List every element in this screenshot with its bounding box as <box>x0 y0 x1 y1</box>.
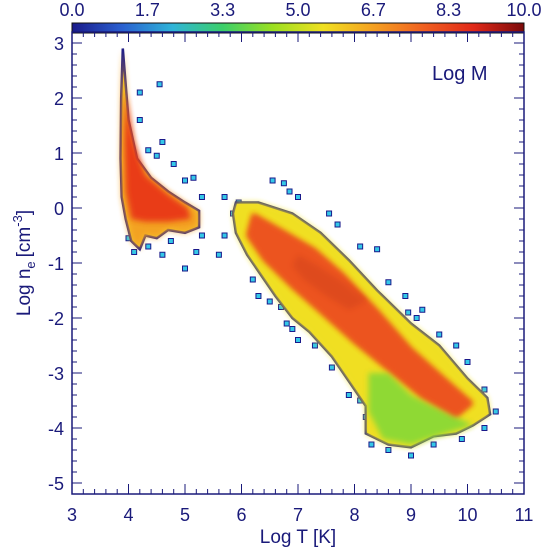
scatter-point <box>170 161 177 167</box>
scatter-point <box>266 298 273 305</box>
y-tick-label: -4 <box>48 419 64 439</box>
scatter-point <box>182 265 188 272</box>
scatter-point <box>249 276 256 283</box>
scatter-point <box>492 408 499 415</box>
colorbar-tick-label: 10.0 <box>506 0 541 20</box>
y-tick-label: -5 <box>48 474 64 494</box>
scatter-point <box>221 194 228 200</box>
scatter-point <box>408 452 414 459</box>
scatter-point <box>198 194 205 200</box>
y-axis-title-sup: -3 <box>10 215 25 227</box>
scatter-point <box>198 232 205 239</box>
colorbar-tick-label: 8.3 <box>436 0 461 20</box>
colorbar-tick-label: 6.7 <box>361 0 386 20</box>
y-tick-label: 2 <box>54 89 64 109</box>
scatter-point <box>136 117 143 123</box>
colorbar-tick-label: 0.0 <box>59 0 84 20</box>
scatter-point <box>481 425 488 431</box>
scatter-point <box>326 210 333 217</box>
x-tick-label: 9 <box>406 505 416 525</box>
scatter-point <box>131 249 138 255</box>
x-tick-label: 7 <box>293 505 303 525</box>
cold-branch-core <box>124 92 191 222</box>
scatter-point <box>289 326 296 332</box>
x-tick-label: 6 <box>236 505 246 525</box>
scatter-point <box>167 238 174 244</box>
scatter-point <box>280 180 287 187</box>
scatter-point <box>334 221 341 228</box>
scatter-point <box>357 243 364 250</box>
scatter-point <box>436 331 443 338</box>
scatter-point <box>458 436 465 442</box>
y-tick-label: 0 <box>54 199 64 219</box>
plot-data-layer <box>119 48 499 459</box>
scatter-point <box>182 177 188 184</box>
y-axis-title: Log ne [cm-3] <box>10 210 38 316</box>
scatter-point <box>368 441 375 448</box>
x-tick-label: 8 <box>349 505 359 525</box>
scatter-point <box>295 337 301 343</box>
scatter-point <box>413 315 420 321</box>
y-tick-label: -1 <box>48 254 64 274</box>
x-tick-labels: 3 4 5 6 7 8 9 10 11 <box>67 505 533 525</box>
x-axis-title: Log T [K] <box>260 527 336 548</box>
scatter-point <box>464 359 471 365</box>
x-tick-label: 5 <box>180 505 190 525</box>
colorbar-tick-label: 1.7 <box>135 0 160 20</box>
y-tick-label: -2 <box>48 309 64 329</box>
colorbar: 0.0 1.7 3.3 5.0 6.7 8.3 10.0 <box>59 0 542 34</box>
scatter-point <box>385 279 392 286</box>
log-m-annotation: Log M <box>432 63 488 85</box>
scatter-point <box>328 364 335 371</box>
scatter-point <box>136 89 143 96</box>
scatter-point <box>430 441 437 448</box>
scatter-point <box>145 243 152 250</box>
y-tick-label: 3 <box>54 34 64 54</box>
x-tick-label: 10 <box>457 505 477 525</box>
scatter-point <box>402 293 409 299</box>
scatter-point <box>481 386 488 393</box>
scatter-point <box>295 194 301 200</box>
scatter-point <box>193 249 200 255</box>
colorbar-tick-label: 3.3 <box>210 0 235 20</box>
scatter-point <box>374 246 381 253</box>
scatter-point <box>269 177 276 184</box>
scatter-point <box>159 139 166 145</box>
axis-ticks <box>71 31 525 495</box>
scatter-point <box>221 232 228 239</box>
y-axis-title-unit: [cm <box>14 227 35 258</box>
scatter-point <box>145 147 152 154</box>
scatter-point <box>153 152 160 159</box>
scatter-point <box>345 392 352 398</box>
colorbar-tick-label: 5.0 <box>285 0 310 20</box>
y-tick-label: 1 <box>54 144 64 164</box>
scatter-point <box>255 293 262 299</box>
y-axis-title-sub: e <box>23 261 38 268</box>
scatter-point <box>156 81 163 88</box>
x-tick-label: 4 <box>123 505 133 525</box>
y-tick-labels: 3 2 1 0 -1 -2 -3 -4 -5 <box>48 34 64 494</box>
x-tick-label: 3 <box>67 505 77 525</box>
scatter-point <box>283 320 290 327</box>
scatter-point <box>215 251 222 258</box>
scatter-point <box>385 447 392 453</box>
scatter-point <box>190 174 197 181</box>
scatter-point <box>311 342 318 349</box>
y-axis-title-main: Log n <box>14 269 35 317</box>
scatter-point <box>159 251 166 258</box>
scatter-point <box>419 306 426 313</box>
y-tick-label: -3 <box>48 364 64 384</box>
hot-branch-green-fringe <box>368 373 474 445</box>
y-axis-title-close: ] <box>14 210 35 215</box>
scatter-point <box>453 342 460 349</box>
scatter-point <box>405 309 412 316</box>
colorbar-tick-labels: 0.0 1.7 3.3 5.0 6.7 8.3 10.0 <box>59 0 541 20</box>
scatter-point <box>286 188 293 195</box>
hot-branch-ridge <box>247 213 474 417</box>
x-tick-label: 11 <box>515 505 534 525</box>
